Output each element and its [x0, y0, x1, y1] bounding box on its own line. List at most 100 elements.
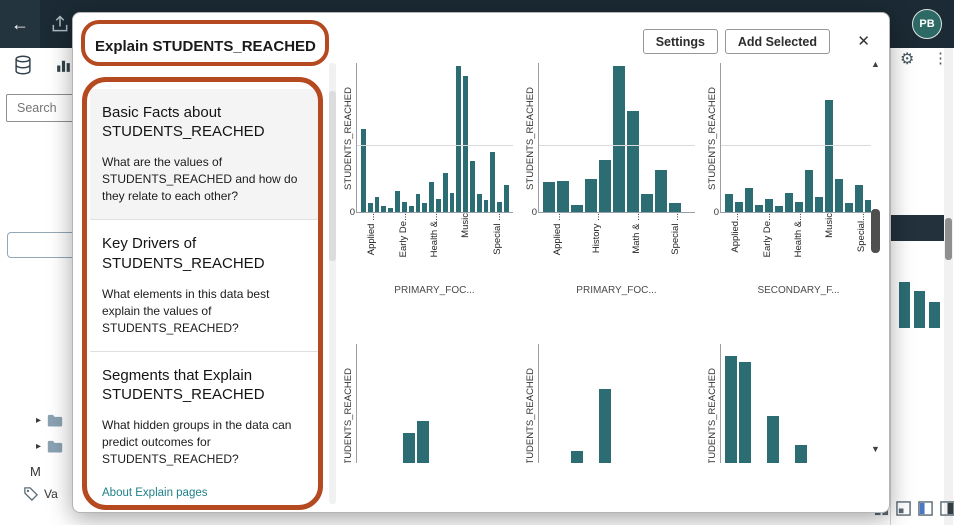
bar[interactable]	[361, 128, 366, 212]
bar[interactable]	[815, 197, 823, 212]
bar[interactable]	[571, 204, 583, 212]
bar[interactable]	[785, 192, 793, 212]
bar[interactable]	[401, 201, 407, 212]
bar[interactable]	[767, 415, 779, 463]
bar[interactable]	[367, 203, 373, 212]
bar[interactable]	[825, 100, 833, 212]
bar[interactable]	[795, 201, 803, 212]
bar[interactable]	[845, 203, 853, 212]
visualizations-tab-icon[interactable]	[54, 56, 73, 75]
bar[interactable]	[456, 65, 462, 212]
bar[interactable]	[627, 110, 639, 212]
bar[interactable]	[483, 200, 489, 212]
bar[interactable]	[795, 445, 807, 463]
plot-area[interactable]	[356, 63, 513, 213]
charts-scrollbar-thumb[interactable]	[871, 209, 880, 253]
scroll-up-icon[interactable]: ▲	[871, 59, 880, 69]
mini-bar-chart[interactable]: STUDENTS_REACHED 0 Applied... Early De...…	[705, 63, 871, 296]
bar[interactable]	[805, 170, 813, 212]
bar[interactable]	[408, 206, 414, 212]
bar[interactable]	[855, 185, 863, 212]
bar[interactable]	[388, 207, 394, 212]
tree-item-va[interactable]: Va	[24, 487, 58, 501]
bar[interactable]	[739, 361, 751, 463]
bar[interactable]	[755, 204, 763, 212]
bar[interactable]	[470, 161, 475, 212]
bar[interactable]	[585, 179, 597, 212]
close-icon[interactable]: ✕	[857, 33, 870, 50]
user-avatar[interactable]: PB	[912, 9, 942, 39]
bar[interactable]	[599, 159, 611, 212]
bar[interactable]	[599, 388, 611, 463]
bar[interactable]	[476, 194, 482, 212]
mini-bar-chart[interactable]: STUDENTS_REACHED	[523, 344, 695, 463]
tree-item-m[interactable]: M	[30, 464, 41, 479]
bar[interactable]	[765, 198, 773, 212]
settings-button[interactable]: Settings	[642, 29, 718, 54]
bar[interactable]	[655, 170, 667, 212]
bar[interactable]	[735, 201, 743, 212]
list-scrollbar-thumb[interactable]	[329, 91, 336, 261]
caret-right-icon[interactable]: ▸	[36, 415, 42, 426]
list-scrollbar[interactable]	[329, 63, 336, 504]
bar[interactable]	[422, 203, 428, 212]
plot-area[interactable]	[538, 63, 695, 213]
caret-right-icon[interactable]: ▸	[36, 441, 42, 452]
bar[interactable]	[504, 185, 509, 212]
tree-folder-row[interactable]: ▸	[36, 440, 63, 453]
bar[interactable]	[865, 200, 871, 212]
section-item-key-drivers[interactable]: Key Drivers of STUDENTS_REACHED What ele…	[90, 220, 318, 352]
data-tab-icon[interactable]	[12, 54, 34, 76]
charts-scrollbar[interactable]: ▲ ▼	[869, 59, 882, 454]
back-button[interactable]: ←	[0, 0, 40, 48]
split-left-icon[interactable]	[918, 501, 933, 516]
gear-icon[interactable]: ⚙	[900, 51, 915, 68]
bar[interactable]	[613, 65, 625, 212]
section-item-segments[interactable]: Segments that Explain STUDENTS_REACHED W…	[90, 352, 318, 482]
tree-folder-row[interactable]: ▸	[36, 414, 63, 427]
bar[interactable]	[669, 203, 681, 212]
bar[interactable]	[449, 192, 455, 212]
about-explain-pages-link[interactable]: About Explain pages	[90, 482, 318, 507]
bar[interactable]	[497, 201, 503, 212]
export-icon[interactable]	[50, 14, 70, 34]
bar[interactable]	[381, 206, 387, 212]
bar[interactable]	[725, 355, 737, 463]
bar[interactable]	[415, 194, 421, 212]
window-scrollbar-thumb[interactable]	[945, 218, 952, 260]
mini-bar-chart[interactable]: STUDENTS_REACHED 0 Applied ... History ..…	[523, 63, 695, 296]
bar[interactable]	[374, 197, 380, 212]
mini-bar-chart[interactable]: STUDENTS_REACHED	[705, 344, 871, 463]
background-mini-chart	[899, 282, 945, 328]
scroll-down-icon[interactable]: ▼	[871, 444, 880, 454]
bar[interactable]	[775, 206, 783, 212]
bar[interactable]	[835, 179, 843, 212]
bar[interactable]	[543, 182, 555, 212]
bar[interactable]	[725, 194, 733, 212]
bar[interactable]	[403, 433, 415, 463]
mini-bar-chart[interactable]: STUDENTS_REACHED	[341, 344, 513, 463]
panel-toggle-icon[interactable]	[896, 501, 911, 516]
bar[interactable]	[435, 198, 441, 212]
split-right-icon[interactable]	[940, 501, 954, 516]
add-selected-button[interactable]: Add Selected	[724, 29, 830, 54]
bar[interactable]	[557, 180, 569, 212]
bar[interactable]	[641, 194, 653, 212]
section-item-basic-facts[interactable]: Basic Facts about STUDENTS_REACHED What …	[90, 89, 318, 221]
bar[interactable]	[571, 451, 583, 463]
bar[interactable]	[417, 421, 429, 463]
bar[interactable]	[442, 173, 448, 212]
bar[interactable]	[395, 191, 400, 212]
x-tick-label: Applied ...	[552, 213, 564, 256]
bar[interactable]	[463, 76, 468, 212]
bar[interactable]	[429, 182, 434, 212]
bar[interactable]	[745, 188, 753, 212]
plot-area[interactable]	[538, 344, 695, 463]
window-scrollbar[interactable]	[944, 48, 953, 525]
plot-area[interactable]	[720, 344, 871, 463]
bar[interactable]	[490, 152, 496, 212]
x-tick-label: Health &...	[428, 213, 440, 258]
mini-bar-chart[interactable]: STUDENTS_REACHED 0 Applied ... Early De..…	[341, 63, 513, 296]
plot-area[interactable]	[720, 63, 871, 213]
plot-area[interactable]	[356, 344, 513, 463]
